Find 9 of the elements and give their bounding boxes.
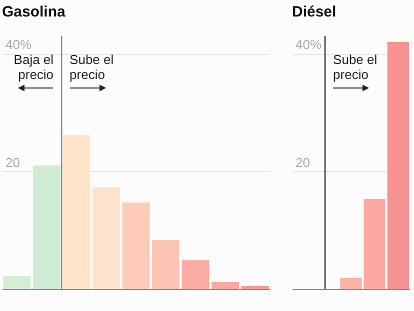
y-tick-label: 40% (296, 37, 322, 52)
y-tick-label: 20 (296, 154, 310, 170)
annotation: Baja el precio (14, 52, 54, 82)
y-tick-label: 20 (6, 154, 20, 170)
y-tick-label: 40% (6, 37, 32, 52)
chart-title: Diésel (292, 3, 336, 20)
annotation: Sube el precio (70, 52, 114, 82)
annotation: Sube el precio (333, 52, 378, 82)
chart-title: Gasolina (2, 3, 66, 20)
